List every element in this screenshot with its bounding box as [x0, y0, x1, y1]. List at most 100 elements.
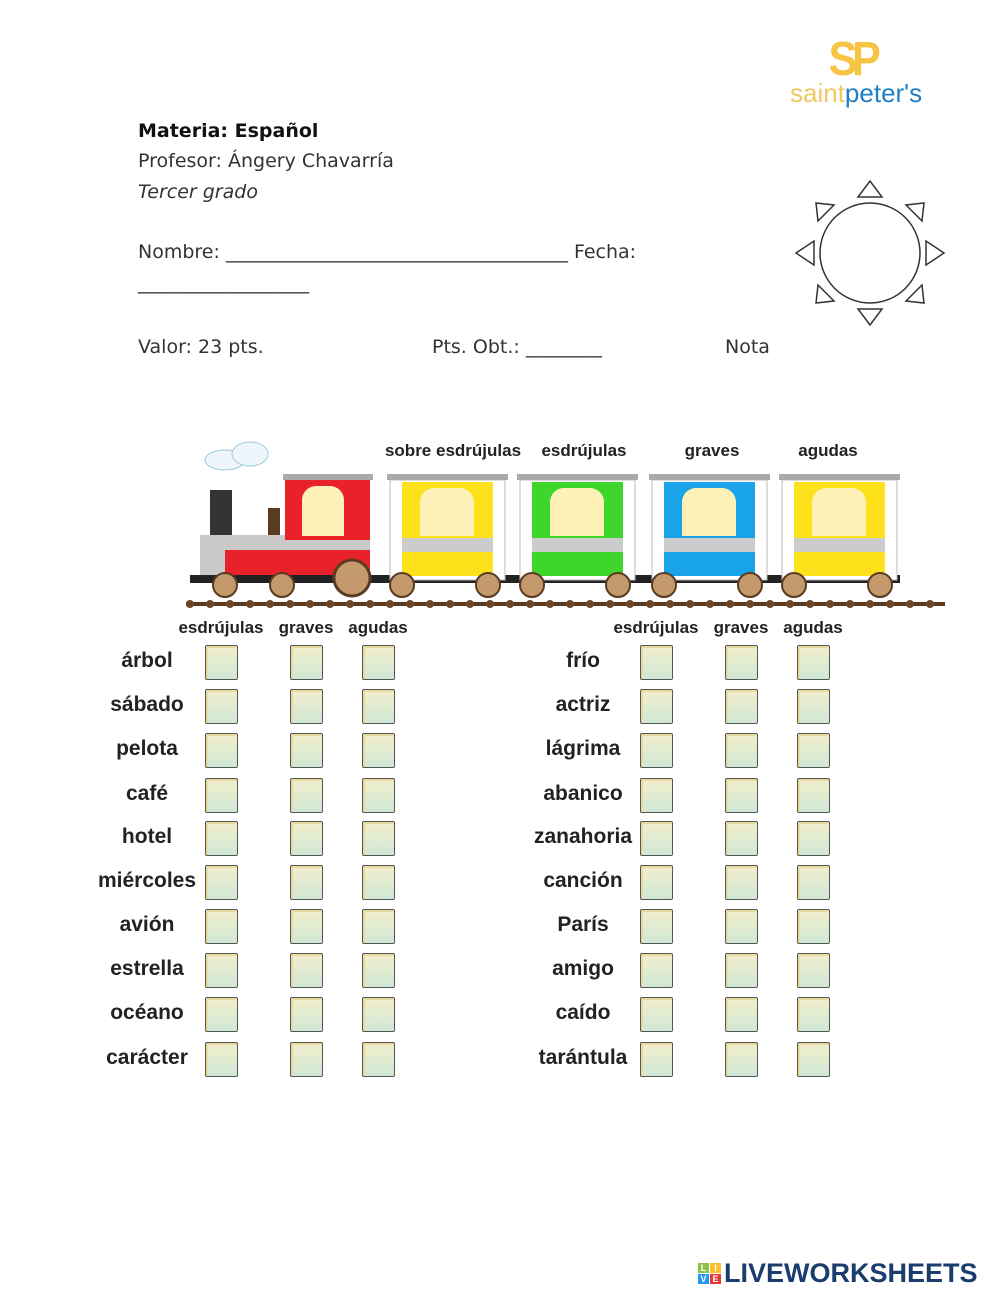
answer-checkbox-agudas[interactable] [797, 953, 830, 988]
car-label-graves: graves [684, 441, 740, 460]
car-label-esdrujulas: esdrújulas [541, 441, 627, 460]
answer-checkbox-graves[interactable] [725, 997, 758, 1032]
rail-tie [566, 600, 574, 608]
word-left: sábado [110, 693, 184, 716]
answer-checkbox-esdrujulas[interactable] [640, 865, 673, 900]
answer-checkbox-esdrujulas[interactable] [205, 778, 238, 813]
rail-tie [786, 600, 794, 608]
answer-checkbox-graves[interactable] [290, 865, 323, 900]
answer-checkbox-graves[interactable] [725, 778, 758, 813]
answer-checkbox-agudas[interactable] [797, 865, 830, 900]
answer-checkbox-agudas[interactable] [797, 1042, 830, 1077]
answer-checkbox-graves[interactable] [725, 953, 758, 988]
answer-checkbox-graves[interactable] [725, 909, 758, 944]
answer-checkbox-graves[interactable] [725, 645, 758, 680]
answer-checkbox-agudas[interactable] [797, 645, 830, 680]
answer-checkbox-esdrujulas[interactable] [640, 778, 673, 813]
name-date-field[interactable]: Nombre: ________________________________… [138, 241, 637, 263]
answer-checkbox-graves[interactable] [725, 689, 758, 724]
answer-checkbox-agudas[interactable] [797, 733, 830, 768]
logo-name-part2: peter's [844, 78, 923, 108]
answer-checkbox-agudas[interactable] [362, 997, 395, 1032]
rail-tie [686, 600, 694, 608]
answer-checkbox-esdrujulas[interactable] [205, 689, 238, 724]
answer-checkbox-agudas[interactable] [797, 909, 830, 944]
answer-checkbox-graves[interactable] [290, 997, 323, 1032]
word-right: abanico [543, 782, 623, 805]
answer-checkbox-graves[interactable] [290, 953, 323, 988]
rail-tie [826, 600, 834, 608]
answer-checkbox-esdrujulas[interactable] [640, 689, 673, 724]
answer-checkbox-esdrujulas[interactable] [205, 953, 238, 988]
answer-checkbox-agudas[interactable] [362, 865, 395, 900]
rail-tie [446, 600, 454, 608]
rail-tie [866, 600, 874, 608]
rail-tie [326, 600, 334, 608]
answer-checkbox-agudas[interactable] [797, 689, 830, 724]
answer-checkbox-esdrujulas[interactable] [640, 909, 673, 944]
wheel [605, 572, 631, 598]
answer-checkbox-esdrujulas[interactable] [205, 865, 238, 900]
answer-checkbox-agudas[interactable] [362, 1042, 395, 1077]
value: Valor: 23 pts. [138, 336, 264, 358]
answer-checkbox-agudas[interactable] [797, 778, 830, 813]
answer-checkbox-graves[interactable] [290, 821, 323, 856]
answer-checkbox-agudas[interactable] [362, 821, 395, 856]
answer-checkbox-agudas[interactable] [362, 909, 395, 944]
answer-checkbox-esdrujulas[interactable] [205, 733, 238, 768]
answer-checkbox-agudas[interactable] [797, 997, 830, 1032]
rail-tie [206, 600, 214, 608]
answer-checkbox-agudas[interactable] [362, 689, 395, 724]
answer-checkbox-agudas[interactable] [362, 953, 395, 988]
answer-checkbox-graves[interactable] [290, 645, 323, 680]
word-left: hotel [121, 825, 173, 848]
rail-tie [606, 600, 614, 608]
answer-checkbox-esdrujulas[interactable] [640, 733, 673, 768]
logo-initials: SP [828, 33, 881, 86]
column-header-right: agudas [783, 618, 843, 637]
rail-tie [286, 600, 294, 608]
answer-checkbox-esdrujulas[interactable] [205, 821, 238, 856]
answer-checkbox-graves[interactable] [290, 1042, 323, 1077]
wheel [737, 572, 763, 598]
car-stripe [664, 538, 755, 552]
answer-checkbox-esdrujulas[interactable] [205, 645, 238, 680]
wheel [651, 572, 677, 598]
badge-letter: E [710, 1274, 721, 1284]
liveworksheets-logo: L I V E LIVEWORKSHEETS [698, 1258, 978, 1289]
word-right: canción [543, 869, 623, 892]
answer-checkbox-agudas[interactable] [797, 821, 830, 856]
answer-checkbox-esdrujulas[interactable] [640, 821, 673, 856]
answer-checkbox-esdrujulas[interactable] [205, 909, 238, 944]
points-obtained[interactable]: Pts. Obt.: ________ [432, 336, 602, 358]
answer-checkbox-esdrujulas[interactable] [640, 997, 673, 1032]
rail-tie [626, 600, 634, 608]
answer-checkbox-graves[interactable] [725, 865, 758, 900]
wheel [867, 572, 893, 598]
wheel [269, 572, 295, 598]
rail-tie [186, 600, 194, 608]
answer-checkbox-esdrujulas[interactable] [205, 997, 238, 1032]
answer-checkbox-agudas[interactable] [362, 733, 395, 768]
answer-checkbox-graves[interactable] [290, 733, 323, 768]
answer-checkbox-graves[interactable] [290, 909, 323, 944]
answer-checkbox-esdrujulas[interactable] [640, 953, 673, 988]
answer-checkbox-graves[interactable] [725, 733, 758, 768]
answer-checkbox-graves[interactable] [725, 1042, 758, 1077]
answer-checkbox-esdrujulas[interactable] [640, 1042, 673, 1077]
badge-letter: L [698, 1263, 709, 1273]
answer-checkbox-graves[interactable] [725, 821, 758, 856]
answer-checkbox-esdrujulas[interactable] [640, 645, 673, 680]
word-left: avión [119, 913, 175, 936]
answer-checkbox-agudas[interactable] [362, 778, 395, 813]
answer-checkbox-graves[interactable] [290, 689, 323, 724]
window [302, 486, 344, 536]
smokestack [210, 490, 232, 535]
school-logo: SP saintpeter's [790, 32, 950, 112]
word-right: actriz [555, 693, 611, 716]
answer-checkbox-agudas[interactable] [362, 645, 395, 680]
date-line[interactable]: __________________ [138, 272, 309, 294]
answer-checkbox-esdrujulas[interactable] [205, 1042, 238, 1077]
car-label-agudas: agudas [798, 441, 858, 460]
answer-checkbox-graves[interactable] [290, 778, 323, 813]
